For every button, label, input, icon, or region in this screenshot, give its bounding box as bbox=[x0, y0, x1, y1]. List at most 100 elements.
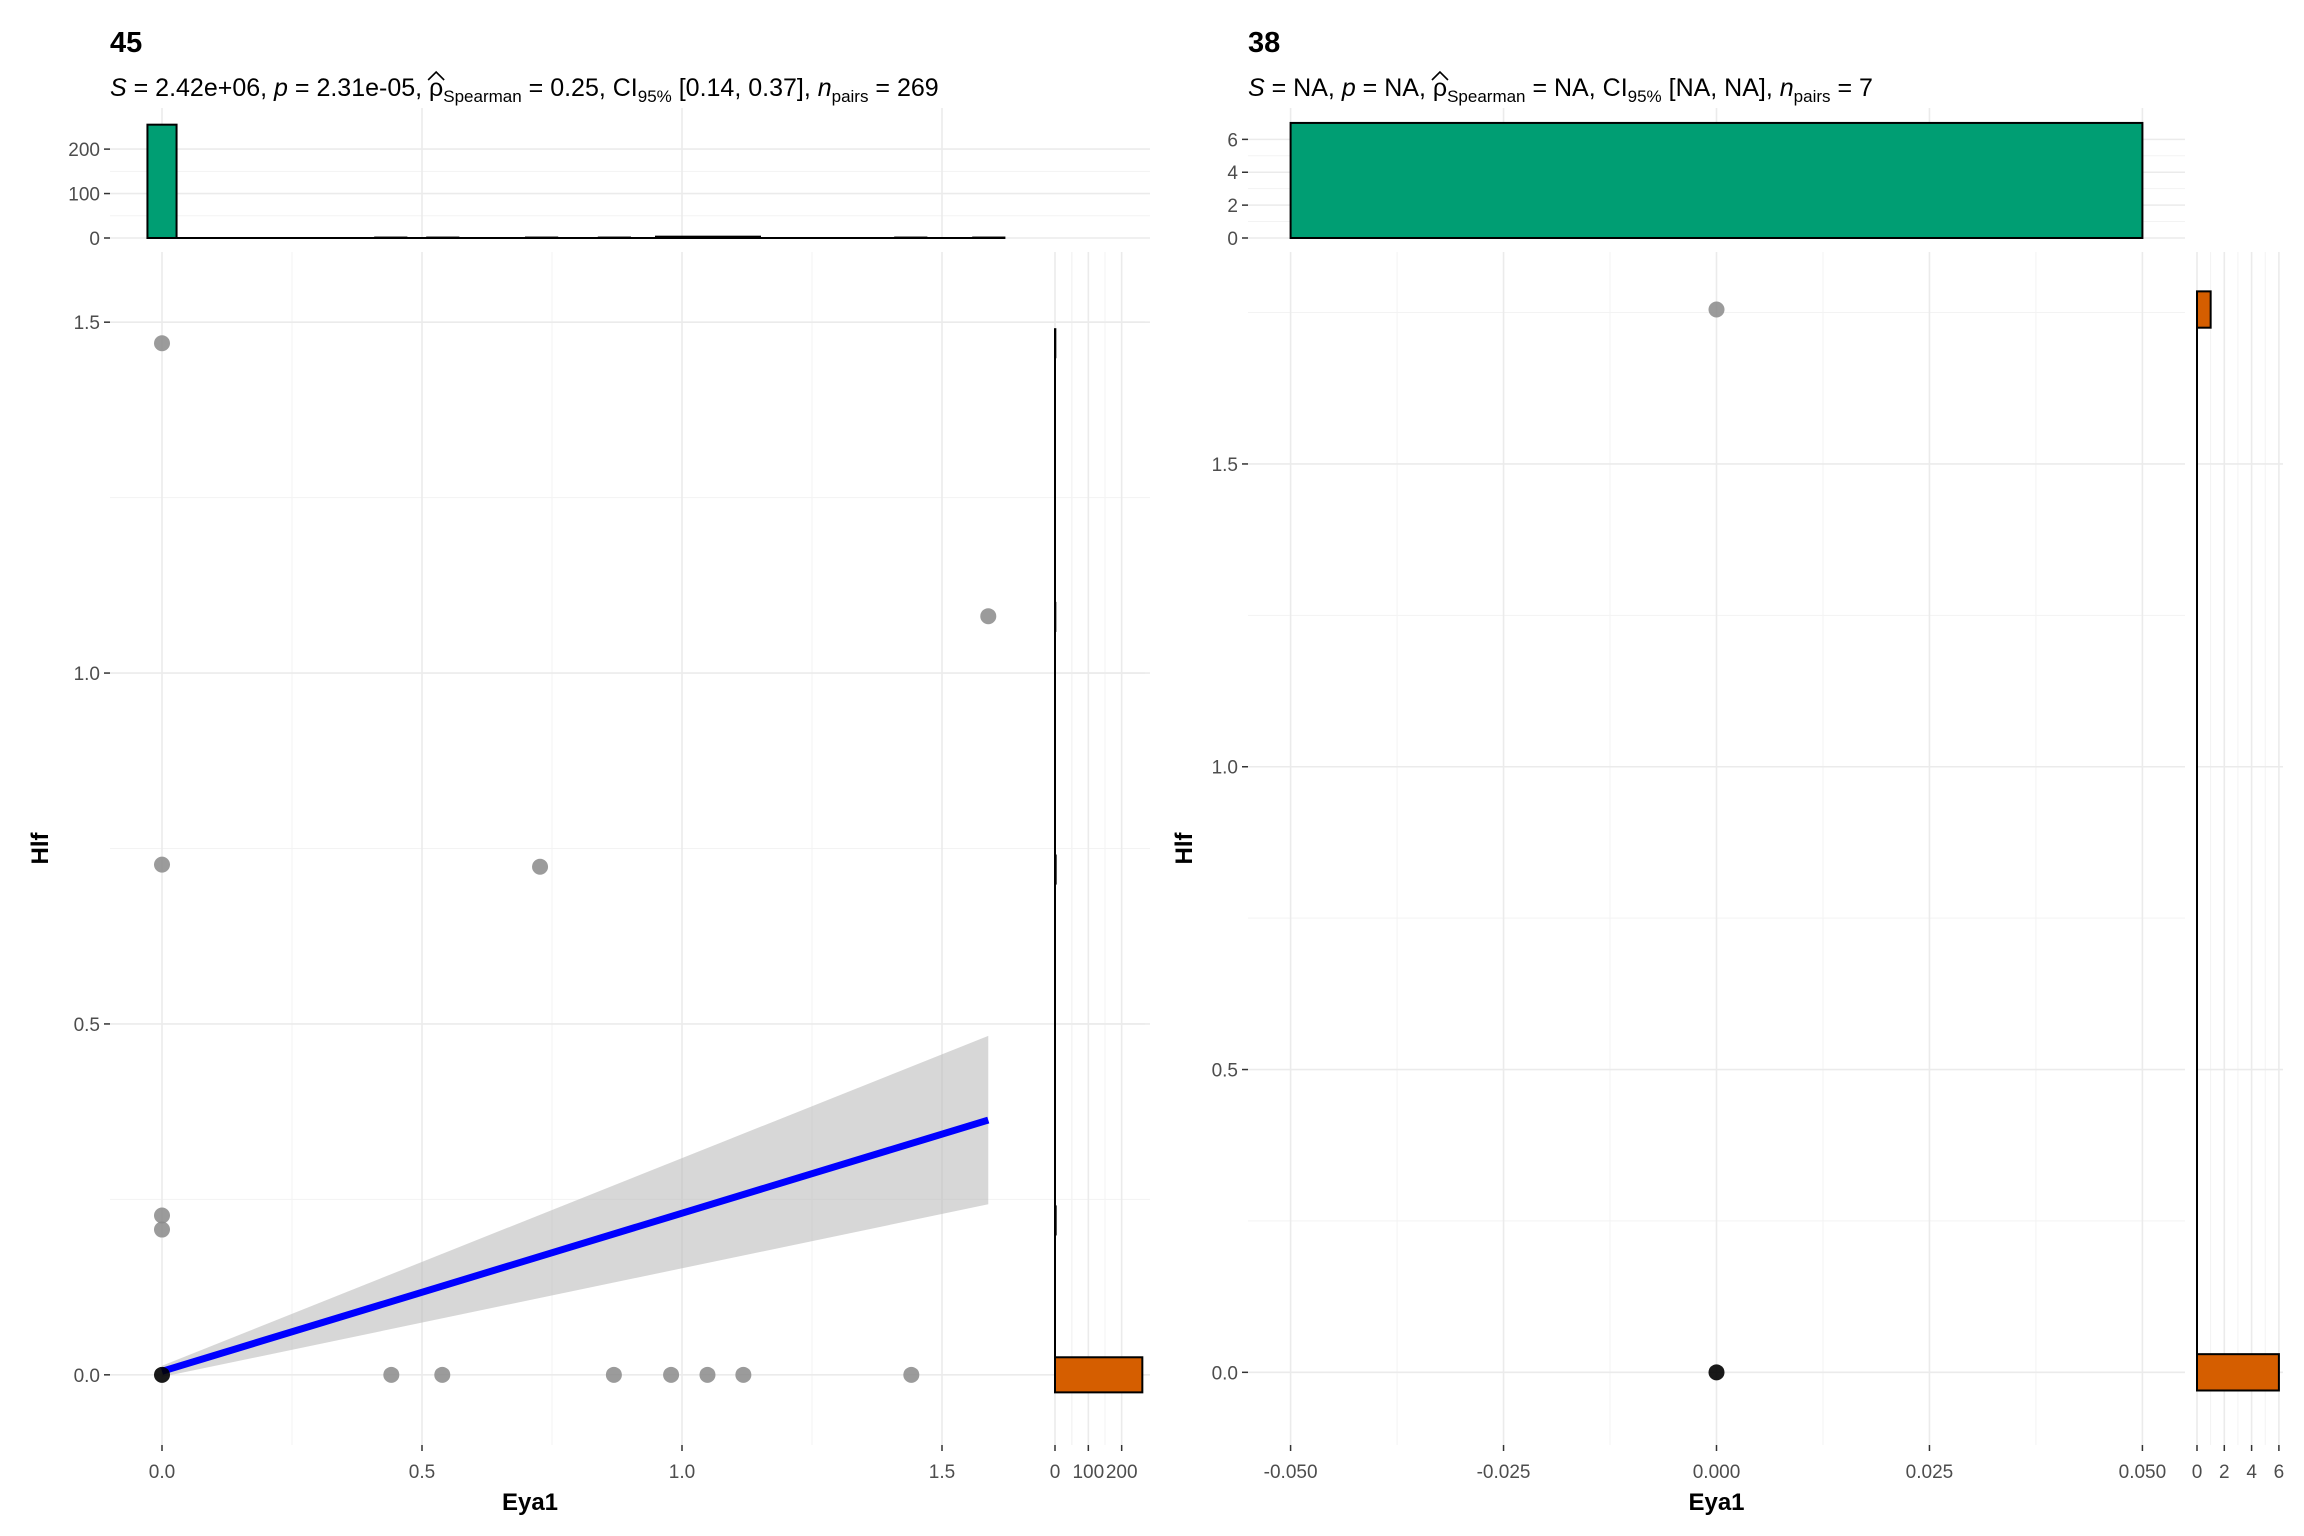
subtitle-part: Spearman bbox=[1447, 87, 1525, 106]
y-axis-title: Hlf bbox=[27, 832, 54, 865]
subtitle-part: CI bbox=[1603, 74, 1628, 102]
x-tick-label: 0.050 bbox=[2119, 1462, 2167, 1483]
subtitle-part: S bbox=[110, 74, 127, 102]
hist-x-tick-label: 6 bbox=[2274, 1462, 2285, 1483]
subtitle-part: = 269 bbox=[868, 74, 938, 102]
x-axis-title: Eya1 bbox=[1688, 1489, 1744, 1516]
hist-x-tick-label: 200 bbox=[1106, 1462, 1138, 1483]
subtitle-part: = NA, bbox=[1356, 74, 1433, 102]
regression-line bbox=[160, 1116, 990, 1375]
subtitle-part: [0.14, 0.37], bbox=[672, 74, 818, 102]
subtitle-part: pairs bbox=[1794, 87, 1831, 106]
y-axis-title: Hlf bbox=[1171, 832, 1198, 865]
subtitle-part: 95% bbox=[1628, 87, 1662, 106]
hist-y-tick-label: 2 bbox=[1227, 196, 1238, 217]
x-tick-label: 0.5 bbox=[409, 1462, 435, 1483]
data-point bbox=[699, 1366, 716, 1383]
y-tick-label: 1.5 bbox=[1212, 455, 1238, 476]
subtitle-part: Spearman bbox=[443, 87, 521, 106]
x-tick-label: 0.025 bbox=[1906, 1462, 1954, 1483]
scatter-points bbox=[154, 335, 997, 1383]
panel-title: 45 bbox=[110, 27, 142, 59]
y-tick-label: 0.0 bbox=[74, 1366, 100, 1387]
hist-y-tick-label: 6 bbox=[1227, 130, 1238, 151]
subtitle-part: n bbox=[818, 74, 832, 102]
y-marginal-histogram: 0 100 200 bbox=[1050, 252, 1145, 1483]
x-hist-bar bbox=[655, 235, 761, 240]
subtitle-part: = 0.25, bbox=[522, 74, 613, 102]
rho-hat bbox=[1431, 70, 1449, 81]
hist-x-tick-label: 0 bbox=[2192, 1462, 2203, 1483]
x-tick-label: 0.000 bbox=[1693, 1462, 1741, 1483]
data-point bbox=[383, 1366, 400, 1383]
hist-x-tick-label: 2 bbox=[2219, 1462, 2230, 1483]
x-tick-label: -0.050 bbox=[1264, 1462, 1318, 1483]
x-tick-label: 0.0 bbox=[149, 1462, 175, 1483]
hist-y-tick-label: 0 bbox=[89, 229, 100, 250]
subtitle-part: ρ bbox=[429, 74, 443, 102]
data-point bbox=[154, 1221, 170, 1238]
subtitle: S = NA, p = NA, ρSpearman = NA, CI95% [N… bbox=[1248, 74, 1873, 106]
hist-x-tick-label: 4 bbox=[2246, 1462, 2257, 1483]
data-point bbox=[434, 1366, 451, 1383]
subtitle-part: n bbox=[1780, 74, 1794, 102]
subtitle-part: S bbox=[1248, 74, 1265, 102]
x-hist-bar bbox=[1289, 121, 2144, 239]
data-point bbox=[154, 1207, 170, 1224]
data-point bbox=[980, 608, 997, 625]
panel-title: 38 bbox=[1248, 27, 1280, 59]
hist-y-tick-label: 4 bbox=[1227, 163, 1238, 184]
subtitle: S = 2.42e+06, p = 2.31e-05, ρSpearman = … bbox=[110, 74, 939, 106]
y-hist-bar bbox=[2196, 1353, 2280, 1392]
hist-x-tick-label: 0 bbox=[1050, 1462, 1061, 1483]
hist-x-tick-label: 100 bbox=[1072, 1462, 1104, 1483]
x-marginal-histogram: 0 100 200 bbox=[68, 108, 1150, 250]
rho-hat bbox=[427, 70, 445, 81]
y-tick-label: 0.5 bbox=[74, 1015, 100, 1036]
data-point bbox=[154, 856, 170, 873]
subtitle-part: = 2.42e+06, bbox=[127, 74, 274, 102]
data-point bbox=[605, 1366, 622, 1383]
subtitle-part: p bbox=[1341, 74, 1356, 102]
data-point bbox=[1708, 301, 1725, 318]
x-axis-title: Eya1 bbox=[502, 1489, 558, 1516]
y-tick-label: 1.0 bbox=[74, 664, 100, 685]
subtitle-part: CI bbox=[613, 74, 638, 102]
data-point bbox=[663, 1366, 680, 1383]
subtitle-part: = 7 bbox=[1831, 74, 1873, 102]
subtitle-part: 95% bbox=[638, 87, 672, 106]
subtitle-part: [NA, NA], bbox=[1662, 74, 1780, 102]
x-hist-bar bbox=[146, 123, 178, 239]
y-tick-label: 1.5 bbox=[74, 313, 100, 334]
x-tick-label: 1.5 bbox=[929, 1462, 955, 1483]
data-point bbox=[735, 1366, 752, 1383]
data-point bbox=[1708, 1364, 1725, 1381]
y-hist-bar bbox=[1054, 1205, 1057, 1236]
data-point bbox=[903, 1366, 920, 1383]
data-point bbox=[154, 335, 170, 352]
x-tick-label: 1.0 bbox=[669, 1462, 695, 1483]
hist-y-tick-label: 200 bbox=[68, 140, 100, 161]
hist-y-tick-label: 100 bbox=[68, 185, 100, 206]
y-tick-label: 0.5 bbox=[1212, 1061, 1238, 1082]
y-hist-bar bbox=[1054, 1356, 1144, 1394]
x-marginal-histogram: 0 2 4 6 bbox=[1227, 108, 2185, 250]
y-hist-bar bbox=[2196, 290, 2212, 329]
data-point bbox=[154, 1366, 170, 1383]
subtitle-part: = NA, bbox=[1265, 74, 1342, 102]
confidence-band bbox=[162, 1035, 989, 1377]
subtitle-part: = 2.31e-05, bbox=[288, 74, 429, 102]
subtitle-part: pairs bbox=[832, 87, 869, 106]
y-hist-bar bbox=[1054, 854, 1057, 885]
subtitle-part: p bbox=[273, 74, 288, 102]
chart-panel-1: 45 S = 2.42e+06, p = 2.31e-05, ρSpearman … bbox=[27, 27, 1150, 1516]
hist-y-tick-label: 0 bbox=[1227, 229, 1238, 250]
subtitle-part: = NA, bbox=[1526, 74, 1603, 102]
x-tick-label: -0.025 bbox=[1477, 1462, 1531, 1483]
scatter-points bbox=[1708, 301, 1725, 1381]
data-point bbox=[532, 858, 549, 875]
main-grid bbox=[1248, 252, 2185, 1445]
chart-panel-2: 38 S = NA, p = NA, ρSpearman = NA, CI95% … bbox=[1171, 27, 2284, 1516]
